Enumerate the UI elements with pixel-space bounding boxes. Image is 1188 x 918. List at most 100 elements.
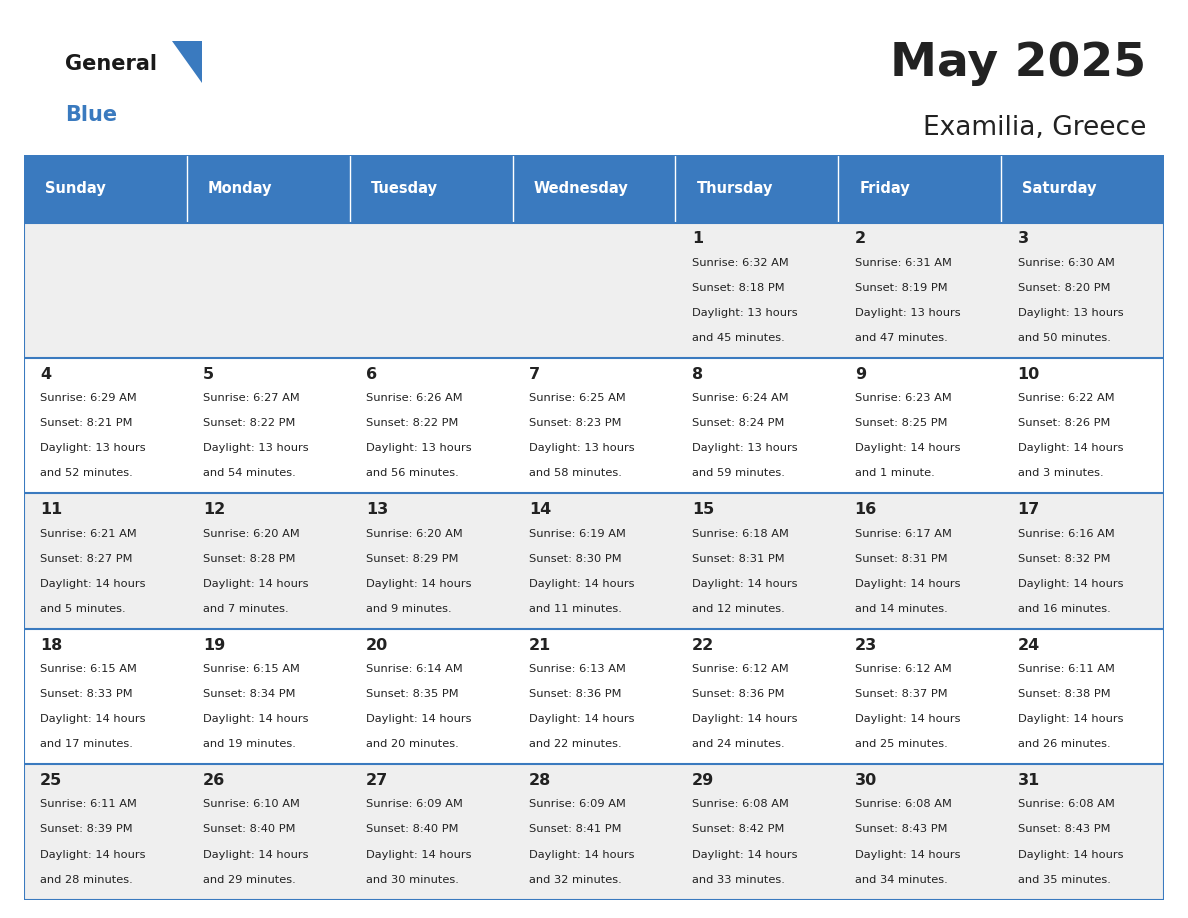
Text: 18: 18 bbox=[40, 638, 62, 653]
Text: Sunrise: 6:08 AM: Sunrise: 6:08 AM bbox=[854, 800, 952, 810]
Text: Sunrise: 6:26 AM: Sunrise: 6:26 AM bbox=[366, 393, 462, 403]
Text: 31: 31 bbox=[1018, 773, 1040, 788]
Text: and 11 minutes.: and 11 minutes. bbox=[529, 604, 621, 614]
Text: and 22 minutes.: and 22 minutes. bbox=[529, 739, 621, 749]
Text: 20: 20 bbox=[366, 638, 388, 653]
Text: Blue: Blue bbox=[65, 105, 118, 125]
Text: Sunset: 8:25 PM: Sunset: 8:25 PM bbox=[854, 419, 947, 429]
Text: Daylight: 14 hours: Daylight: 14 hours bbox=[691, 714, 797, 724]
Text: Daylight: 14 hours: Daylight: 14 hours bbox=[1018, 714, 1123, 724]
Text: Sunset: 8:26 PM: Sunset: 8:26 PM bbox=[1018, 419, 1110, 429]
Text: Sunset: 8:31 PM: Sunset: 8:31 PM bbox=[854, 554, 947, 564]
Text: Sunrise: 6:14 AM: Sunrise: 6:14 AM bbox=[366, 664, 462, 674]
Text: Sunrise: 6:09 AM: Sunrise: 6:09 AM bbox=[529, 800, 626, 810]
Text: Sunrise: 6:30 AM: Sunrise: 6:30 AM bbox=[1018, 258, 1114, 268]
Bar bbox=[24, 765, 1164, 900]
Text: 29: 29 bbox=[691, 773, 714, 788]
Text: 3: 3 bbox=[1018, 231, 1029, 247]
Text: Daylight: 14 hours: Daylight: 14 hours bbox=[691, 578, 797, 588]
Text: Sunrise: 6:20 AM: Sunrise: 6:20 AM bbox=[366, 529, 462, 539]
Text: and 29 minutes.: and 29 minutes. bbox=[203, 875, 296, 885]
Text: Daylight: 14 hours: Daylight: 14 hours bbox=[203, 578, 309, 588]
Text: Daylight: 14 hours: Daylight: 14 hours bbox=[854, 849, 960, 859]
Text: Sunset: 8:33 PM: Sunset: 8:33 PM bbox=[40, 689, 133, 700]
Bar bbox=[24, 629, 1164, 765]
Text: 25: 25 bbox=[40, 773, 62, 788]
Text: Daylight: 14 hours: Daylight: 14 hours bbox=[691, 849, 797, 859]
Text: Daylight: 13 hours: Daylight: 13 hours bbox=[691, 443, 797, 453]
Text: and 56 minutes.: and 56 minutes. bbox=[366, 468, 459, 478]
Text: and 34 minutes.: and 34 minutes. bbox=[854, 875, 948, 885]
Text: and 9 minutes.: and 9 minutes. bbox=[366, 604, 451, 614]
Text: 1: 1 bbox=[691, 231, 703, 247]
Text: and 54 minutes.: and 54 minutes. bbox=[203, 468, 296, 478]
Text: Sunrise: 6:17 AM: Sunrise: 6:17 AM bbox=[854, 529, 952, 539]
Text: Sunset: 8:30 PM: Sunset: 8:30 PM bbox=[529, 554, 621, 564]
Text: 10: 10 bbox=[1018, 367, 1040, 382]
Text: Sunset: 8:35 PM: Sunset: 8:35 PM bbox=[366, 689, 459, 700]
Text: Sunset: 8:22 PM: Sunset: 8:22 PM bbox=[203, 419, 296, 429]
Text: Sunset: 8:22 PM: Sunset: 8:22 PM bbox=[366, 419, 459, 429]
Text: Daylight: 14 hours: Daylight: 14 hours bbox=[854, 578, 960, 588]
Text: and 12 minutes.: and 12 minutes. bbox=[691, 604, 784, 614]
Bar bbox=[349, 155, 512, 223]
Text: Daylight: 14 hours: Daylight: 14 hours bbox=[1018, 443, 1123, 453]
Text: and 25 minutes.: and 25 minutes. bbox=[854, 739, 948, 749]
Text: 23: 23 bbox=[854, 638, 877, 653]
Text: Sunrise: 6:27 AM: Sunrise: 6:27 AM bbox=[203, 393, 299, 403]
Text: and 28 minutes.: and 28 minutes. bbox=[40, 875, 133, 885]
Text: and 30 minutes.: and 30 minutes. bbox=[366, 875, 459, 885]
Text: Tuesday: Tuesday bbox=[371, 182, 438, 196]
Text: Sunset: 8:40 PM: Sunset: 8:40 PM bbox=[203, 824, 296, 834]
Text: 21: 21 bbox=[529, 638, 551, 653]
Text: Sunset: 8:23 PM: Sunset: 8:23 PM bbox=[529, 419, 621, 429]
Text: Sunrise: 6:15 AM: Sunrise: 6:15 AM bbox=[40, 664, 137, 674]
Text: and 50 minutes.: and 50 minutes. bbox=[1018, 333, 1111, 343]
Text: Sunrise: 6:25 AM: Sunrise: 6:25 AM bbox=[529, 393, 626, 403]
Text: 27: 27 bbox=[366, 773, 388, 788]
Text: and 5 minutes.: and 5 minutes. bbox=[40, 604, 126, 614]
Text: Daylight: 14 hours: Daylight: 14 hours bbox=[366, 714, 472, 724]
Text: May 2025: May 2025 bbox=[890, 41, 1146, 86]
Text: Daylight: 14 hours: Daylight: 14 hours bbox=[854, 443, 960, 453]
Text: and 3 minutes.: and 3 minutes. bbox=[1018, 468, 1104, 478]
Bar bbox=[512, 155, 676, 223]
Text: and 7 minutes.: and 7 minutes. bbox=[203, 604, 289, 614]
Text: Sunrise: 6:09 AM: Sunrise: 6:09 AM bbox=[366, 800, 463, 810]
Text: Sunset: 8:27 PM: Sunset: 8:27 PM bbox=[40, 554, 133, 564]
Text: 12: 12 bbox=[203, 502, 226, 517]
Text: Sunrise: 6:32 AM: Sunrise: 6:32 AM bbox=[691, 258, 789, 268]
Text: Daylight: 14 hours: Daylight: 14 hours bbox=[40, 849, 146, 859]
Text: Sunset: 8:38 PM: Sunset: 8:38 PM bbox=[1018, 689, 1111, 700]
Text: 24: 24 bbox=[1018, 638, 1040, 653]
Text: Daylight: 14 hours: Daylight: 14 hours bbox=[529, 849, 634, 859]
Bar bbox=[187, 155, 349, 223]
Text: 17: 17 bbox=[1018, 502, 1040, 517]
Text: Sunrise: 6:20 AM: Sunrise: 6:20 AM bbox=[203, 529, 299, 539]
Bar bbox=[24, 358, 1164, 494]
Text: 15: 15 bbox=[691, 502, 714, 517]
Text: Sunset: 8:37 PM: Sunset: 8:37 PM bbox=[854, 689, 947, 700]
Text: Sunset: 8:39 PM: Sunset: 8:39 PM bbox=[40, 824, 133, 834]
Text: and 58 minutes.: and 58 minutes. bbox=[529, 468, 621, 478]
Text: Daylight: 13 hours: Daylight: 13 hours bbox=[203, 443, 309, 453]
Text: and 19 minutes.: and 19 minutes. bbox=[203, 739, 296, 749]
Text: 13: 13 bbox=[366, 502, 388, 517]
Text: Sunrise: 6:21 AM: Sunrise: 6:21 AM bbox=[40, 529, 137, 539]
Text: Daylight: 13 hours: Daylight: 13 hours bbox=[529, 443, 634, 453]
Text: 22: 22 bbox=[691, 638, 714, 653]
Text: 26: 26 bbox=[203, 773, 226, 788]
Text: Daylight: 13 hours: Daylight: 13 hours bbox=[854, 308, 960, 318]
Text: Saturday: Saturday bbox=[1023, 182, 1097, 196]
Text: Sunset: 8:41 PM: Sunset: 8:41 PM bbox=[529, 824, 621, 834]
Text: Daylight: 13 hours: Daylight: 13 hours bbox=[366, 443, 472, 453]
Text: 6: 6 bbox=[366, 367, 377, 382]
Text: Sunset: 8:21 PM: Sunset: 8:21 PM bbox=[40, 419, 133, 429]
Text: Sunset: 8:40 PM: Sunset: 8:40 PM bbox=[366, 824, 459, 834]
Text: Sunrise: 6:18 AM: Sunrise: 6:18 AM bbox=[691, 529, 789, 539]
Text: 4: 4 bbox=[40, 367, 51, 382]
Text: 19: 19 bbox=[203, 638, 226, 653]
Text: Monday: Monday bbox=[208, 182, 272, 196]
Text: and 1 minute.: and 1 minute. bbox=[854, 468, 935, 478]
Text: Sunrise: 6:13 AM: Sunrise: 6:13 AM bbox=[529, 664, 626, 674]
